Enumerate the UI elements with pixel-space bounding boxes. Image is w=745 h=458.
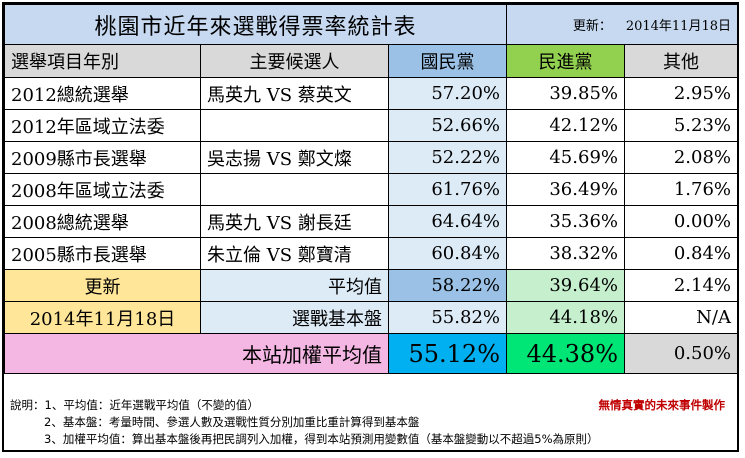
note-line-1: 說明：1、平均值：近年選戰平均值（不變的值） 無情真實的未來事件製作 [10,397,737,414]
row-other: 0.00% [624,205,738,238]
base-row: 2014年11月18日 選戰基本盤 55.82% 44.18% N/A [4,301,738,334]
title-row: 桃園市近年來選戰得票率統計表 更新： 2014年11月18日 [4,4,738,45]
base-other: N/A [624,301,738,334]
weighted-other: 0.50% [624,333,738,374]
row-other: 0.84% [624,237,738,270]
table-row: 2009縣市長選舉 吳志揚 VS 鄭文燦 52.22% 45.69% 2.08% [4,141,738,174]
note-line-2: 2、基本盤：考量時間、參選人數及選戰性質分別加重比重計算得到基本盤 [44,415,420,429]
weighted-row: 本站加權平均值 55.12% 44.38% 0.50% [4,333,738,374]
row-candidates: 朱立倫 VS 鄭寶清 [200,237,389,270]
header-dpp: 民進黨 [506,44,625,78]
row-candidates: 馬英九 VS 謝長廷 [200,205,389,238]
average-other: 2.14% [624,269,738,302]
row-dpp: 45.69% [506,141,625,174]
update-date: 2014年11月18日 [4,301,201,334]
updated-stamp: 更新： 2014年11月18日 [506,4,738,45]
row-item: 2008總統選舉 [4,205,201,238]
table-row: 2012年區域立法委 52.66% 42.12% 5.23% [4,109,738,142]
base-kmt: 55.82% [388,301,507,334]
stats-sheet: 桃園市近年來選戰得票率統計表 更新： 2014年11月18日 選舉項目年別 主要候… [2,2,739,452]
row-kmt: 57.20% [388,77,507,110]
row-item: 2012年區域立法委 [4,109,201,142]
row-kmt: 60.84% [388,237,507,270]
notes-block: 說明：1、平均值：近年選戰平均值（不變的值） 無情真實的未來事件製作 2、基本盤… [4,397,737,448]
header-candidates: 主要候選人 [200,44,389,78]
table-row: 2008總統選舉 馬英九 VS 謝長廷 64.64% 35.36% 0.00% [4,205,738,238]
row-dpp: 35.36% [506,205,625,238]
table-row: 2005縣市長選舉 朱立倫 VS 鄭寶清 60.84% 38.32% 0.84% [4,237,738,270]
note-text-1: 說明：1、平均值：近年選戰平均值（不變的值） [10,398,259,412]
base-dpp: 44.18% [506,301,625,334]
average-label: 平均值 [200,269,389,302]
credit-text: 無情真實的未來事件製作 [598,398,726,412]
election-stats-table: 桃園市近年來選戰得票率統計表 更新： 2014年11月18日 選舉項目年別 主要候… [4,4,738,374]
row-kmt: 52.22% [388,141,507,174]
average-kmt: 58.22% [388,269,507,302]
row-item: 2009縣市長選舉 [4,141,201,174]
row-item: 2008年區域立法委 [4,173,201,206]
row-dpp: 39.85% [506,77,625,110]
base-label: 選戰基本盤 [200,301,389,334]
weighted-dpp: 44.38% [506,333,625,374]
row-candidates [200,173,389,206]
row-candidates: 吳志揚 VS 鄭文燦 [200,141,389,174]
table-title: 桃園市近年來選戰得票率統計表 [4,4,507,45]
row-dpp: 42.12% [506,109,625,142]
header-item: 選舉項目年別 [4,44,201,78]
weighted-kmt: 55.12% [388,333,507,374]
row-other: 2.95% [624,77,738,110]
row-kmt: 64.64% [388,205,507,238]
updated-label: 更新： [572,19,612,34]
row-dpp: 38.32% [506,237,625,270]
updated-date: 2014年11月18日 [625,19,731,34]
update-label: 更新 [4,269,201,302]
table-row: 2008年區域立法委 61.76% 36.49% 1.76% [4,173,738,206]
row-kmt: 61.76% [388,173,507,206]
header-row: 選舉項目年別 主要候選人 國民黨 民進黨 其他 [4,44,738,78]
row-candidates [200,109,389,142]
header-other: 其他 [624,44,738,78]
table-row: 2012總統選舉 馬英九 VS 蔡英文 57.20% 39.85% 2.95% [4,77,738,110]
row-kmt: 52.66% [388,109,507,142]
header-kmt: 國民黨 [388,44,507,78]
weighted-label: 本站加權平均值 [4,333,389,374]
row-item: 2012總統選舉 [4,77,201,110]
row-dpp: 36.49% [506,173,625,206]
row-other: 2.08% [624,141,738,174]
average-row: 更新 平均值 58.22% 39.64% 2.14% [4,269,738,302]
row-item: 2005縣市長選舉 [4,237,201,270]
row-other: 5.23% [624,109,738,142]
note-line-3: 3、加權平均值：算出基本盤後再把民調列入加權，得到本站預測用變數值（基本盤變動以… [44,432,599,446]
average-dpp: 39.64% [506,269,625,302]
row-candidates: 馬英九 VS 蔡英文 [200,77,389,110]
row-other: 1.76% [624,173,738,206]
